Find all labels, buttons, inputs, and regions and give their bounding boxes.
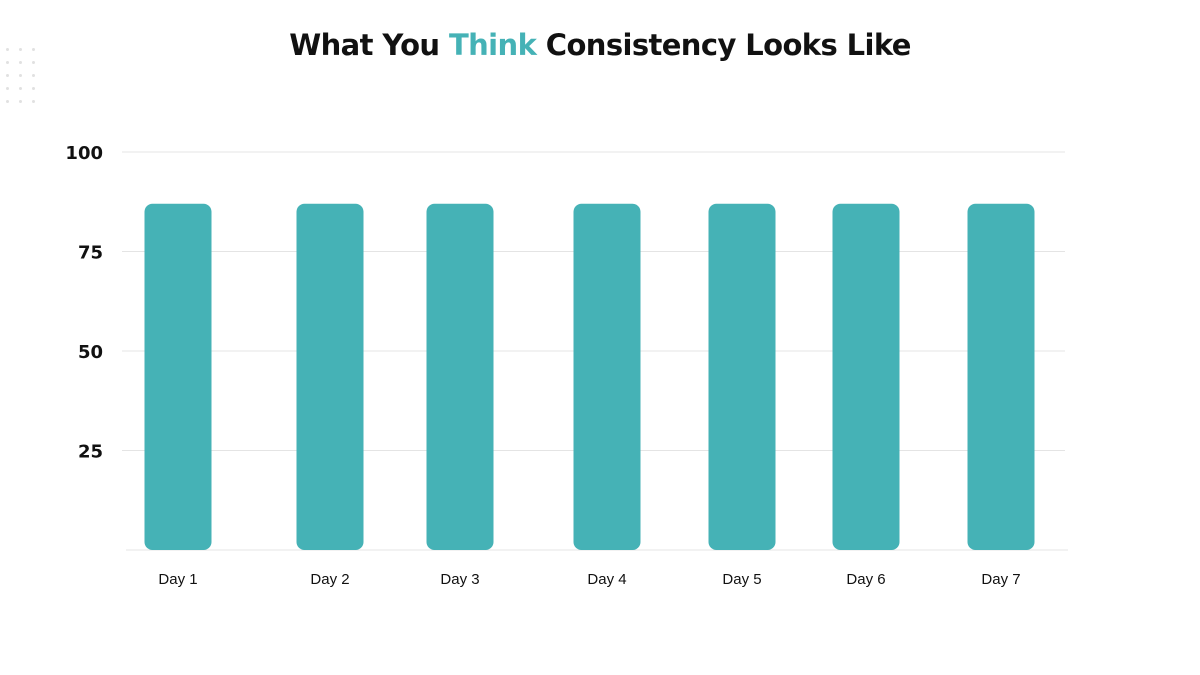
- decorative-dot-grid: [6, 48, 36, 104]
- x-tick-label: Day 5: [722, 571, 761, 588]
- x-tick-label: Day 1: [158, 571, 197, 588]
- chart-title: What You Think Consistency Looks Like: [0, 28, 1200, 62]
- chart-title-highlight: Think: [448, 28, 537, 62]
- y-tick-label: 100: [65, 143, 103, 164]
- bar: [708, 203, 776, 551]
- y-tick-label: 75: [78, 243, 103, 264]
- bar: [967, 203, 1035, 551]
- bar: [426, 203, 494, 551]
- x-tick-label: Day 7: [981, 571, 1020, 588]
- x-tick-label: Day 2: [310, 571, 349, 588]
- x-tick-label: Day 4: [587, 571, 626, 588]
- bar: [573, 203, 641, 551]
- x-tick-label: Day 3: [440, 571, 479, 588]
- chart-title-prefix: What You: [289, 28, 449, 62]
- y-tick-label: 50: [78, 342, 103, 363]
- bar: [296, 203, 364, 551]
- chart-title-suffix: Consistency Looks Like: [536, 28, 912, 62]
- bar: [832, 203, 900, 551]
- bar: [144, 203, 212, 551]
- y-tick-label: 25: [78, 442, 103, 463]
- x-tick-label: Day 6: [846, 571, 885, 588]
